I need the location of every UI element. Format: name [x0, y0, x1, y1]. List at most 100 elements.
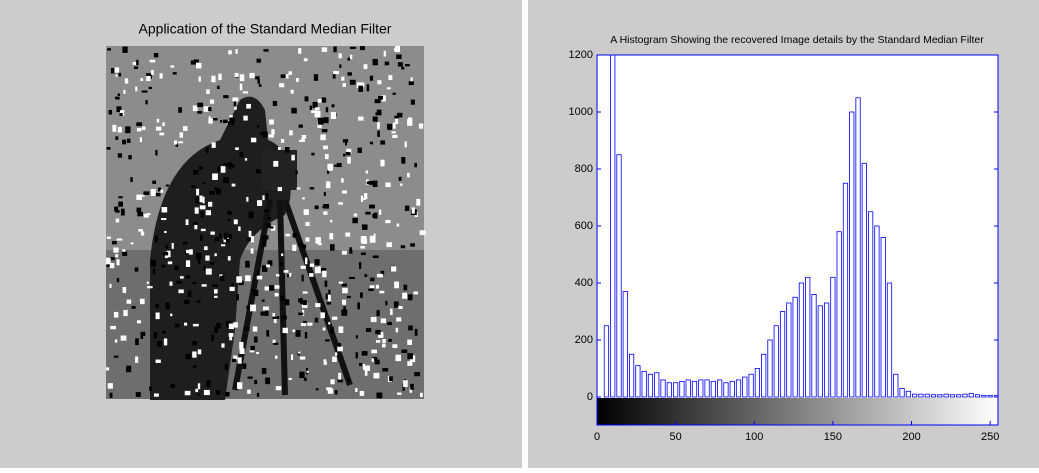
noise-speck — [280, 74, 287, 78]
noise-speck — [398, 306, 403, 310]
bars — [603, 55, 998, 398]
noise-speck — [205, 268, 212, 275]
noise-speck — [365, 211, 371, 215]
noise-speck — [154, 235, 158, 243]
noise-speck — [318, 266, 321, 274]
bar — [886, 282, 893, 398]
noise-speck — [214, 237, 220, 242]
noise-speck — [256, 58, 261, 63]
noise-speck — [136, 122, 143, 127]
noise-speck — [266, 330, 270, 337]
y-tick-label: 1000 — [569, 106, 593, 118]
noise-speck — [248, 230, 252, 237]
noise-speck — [126, 365, 132, 373]
bar — [905, 390, 911, 398]
x-tick-label: 0 — [594, 431, 600, 443]
bar — [893, 373, 899, 398]
noise-speck — [334, 390, 338, 395]
noise-speck — [107, 48, 111, 51]
noise-speck — [280, 295, 285, 301]
noise-speck — [265, 235, 269, 240]
noise-speck — [130, 242, 134, 245]
noise-speck — [122, 46, 128, 53]
noise-speck — [290, 89, 294, 94]
noise-speck — [323, 359, 327, 363]
noise-speck — [363, 64, 368, 70]
noise-speck — [397, 112, 403, 118]
bar — [717, 379, 723, 398]
noise-speck — [291, 154, 295, 161]
bar — [987, 395, 993, 398]
noise-speck — [106, 236, 111, 240]
noise-speck — [190, 60, 197, 65]
noise-speck — [298, 243, 304, 246]
noise-speck — [305, 237, 310, 242]
noise-speck — [253, 336, 258, 343]
noise-speck — [192, 105, 198, 112]
noise-speck — [306, 370, 309, 373]
noise-speck — [349, 247, 353, 254]
noise-speck — [295, 330, 301, 337]
noise-speck — [389, 376, 393, 382]
bar — [842, 182, 849, 398]
noise-speck — [396, 54, 402, 59]
noise-speck — [323, 361, 327, 365]
noise-speck — [234, 106, 237, 110]
noise-speck — [379, 209, 382, 215]
noise-speck — [106, 367, 110, 371]
y-tick-label: 200 — [575, 334, 593, 346]
noise-speck — [311, 110, 318, 113]
noise-speck — [119, 113, 123, 117]
noise-speck — [136, 207, 142, 213]
noise-speck — [155, 312, 160, 320]
noise-speck — [410, 383, 414, 390]
noise-speck — [309, 187, 315, 190]
noise-speck — [195, 196, 200, 204]
noise-speck — [262, 195, 265, 201]
noise-speck — [223, 177, 229, 184]
noise-speck — [229, 117, 235, 124]
noise-speck — [132, 62, 137, 65]
noise-speck — [329, 233, 334, 240]
noise-speck — [211, 142, 216, 148]
noise-speck — [245, 275, 251, 282]
noise-speck — [367, 180, 374, 185]
noise-speck — [220, 166, 226, 173]
noise-speck — [274, 292, 279, 297]
noise-speck — [324, 280, 328, 287]
noise-speck — [311, 152, 315, 156]
noise-speck — [315, 388, 319, 391]
noise-speck — [214, 326, 218, 333]
noise-speck — [302, 244, 307, 249]
noise-speck — [369, 204, 375, 209]
bar — [981, 394, 987, 398]
noise-speck — [187, 290, 192, 297]
noise-speck — [322, 327, 326, 331]
noise-speck — [227, 233, 233, 239]
noise-speck — [199, 195, 203, 203]
noise-speck — [112, 240, 117, 245]
noise-speck — [391, 131, 396, 134]
noise-speck — [345, 152, 351, 156]
noise-speck — [395, 46, 400, 53]
noise-speck — [222, 119, 228, 124]
noise-speck — [230, 287, 235, 291]
noise-speck — [273, 342, 279, 345]
noise-speck — [220, 120, 223, 123]
noise-speck — [317, 117, 324, 125]
noise-speck — [386, 87, 391, 90]
noise-speck — [326, 387, 332, 391]
noise-speck — [381, 95, 386, 102]
noise-speck — [192, 340, 198, 344]
noise-speck — [233, 322, 238, 328]
noise-speck — [242, 363, 247, 369]
noise-speck — [288, 377, 292, 381]
noise-speck — [362, 363, 365, 370]
noise-speck — [263, 306, 269, 311]
noise-speck — [343, 306, 346, 311]
noise-speck — [122, 139, 127, 145]
noise-speck — [414, 371, 421, 377]
noise-speck — [377, 329, 381, 335]
noise-speck — [392, 134, 398, 138]
noise-speck — [242, 91, 249, 94]
